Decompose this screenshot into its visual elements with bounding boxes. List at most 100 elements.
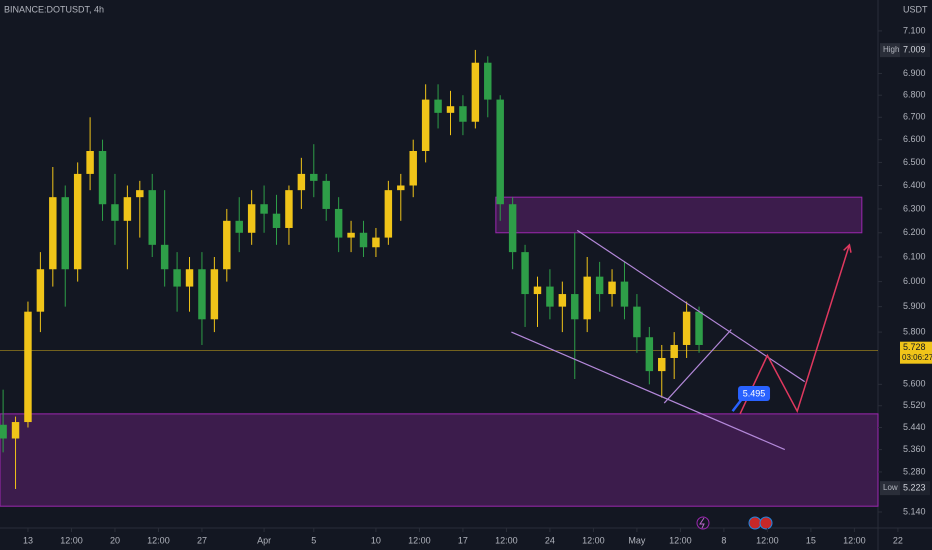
y-tick-label: 7.100 bbox=[903, 25, 926, 35]
x-tick-label: 22 bbox=[893, 535, 903, 545]
candle-body bbox=[409, 150, 417, 186]
projection-arrowhead bbox=[843, 243, 852, 253]
y-tick-label: 6.400 bbox=[903, 180, 926, 190]
candle-body bbox=[11, 422, 20, 439]
y-tick-label: 6.000 bbox=[903, 276, 926, 286]
candle-body bbox=[682, 311, 691, 345]
unit-label: USDT bbox=[903, 4, 928, 14]
candle-body bbox=[136, 190, 144, 198]
candle-body bbox=[98, 150, 107, 205]
x-tick-label: 12:00 bbox=[669, 535, 692, 545]
low-name-box bbox=[880, 481, 900, 496]
x-tick-label: 13 bbox=[23, 535, 33, 545]
x-tick-label: May bbox=[628, 535, 646, 545]
candle-body bbox=[61, 197, 69, 270]
candle-body bbox=[434, 99, 442, 113]
y-tick-label: 5.800 bbox=[903, 326, 926, 336]
y-tick-label: 5.140 bbox=[903, 506, 926, 516]
candle-body bbox=[198, 269, 206, 320]
y-tick-label: 5.520 bbox=[903, 400, 926, 410]
candle-body bbox=[608, 281, 616, 295]
candle-body bbox=[471, 62, 480, 122]
candle-body bbox=[372, 237, 380, 248]
candle-body bbox=[36, 269, 45, 312]
callout-label: 5.495 bbox=[743, 388, 766, 398]
x-tick-label: 8 bbox=[721, 535, 726, 545]
candle-body bbox=[359, 232, 368, 248]
x-tick-label: 17 bbox=[458, 535, 468, 545]
candle-body bbox=[260, 204, 268, 214]
candle-body bbox=[111, 204, 119, 221]
zone bbox=[0, 413, 879, 507]
x-tick-label: 20 bbox=[110, 535, 120, 545]
candle-body bbox=[521, 252, 529, 295]
candle-body bbox=[384, 190, 393, 238]
candle-body bbox=[397, 185, 405, 191]
candle-body bbox=[123, 197, 132, 221]
y-tick-label: 6.900 bbox=[903, 68, 926, 78]
y-tick-label: 5.600 bbox=[903, 379, 926, 389]
trend-line bbox=[511, 331, 786, 451]
candle-body bbox=[670, 344, 678, 358]
event-icon-bolt bbox=[699, 517, 705, 529]
candle-body bbox=[695, 311, 703, 345]
candle-body bbox=[421, 99, 430, 151]
x-tick-label: 12:00 bbox=[495, 535, 518, 545]
candle-body bbox=[446, 106, 455, 113]
low-price-box bbox=[900, 481, 930, 496]
callout-box bbox=[738, 386, 771, 402]
y-tick-label: 6.200 bbox=[903, 227, 926, 237]
candle-body bbox=[571, 294, 579, 320]
candle-body bbox=[620, 281, 629, 307]
y-tick-label: 6.700 bbox=[903, 112, 926, 122]
y-tick-label: 6.800 bbox=[903, 90, 926, 100]
x-tick-label: 12:00 bbox=[582, 535, 605, 545]
candle-body bbox=[297, 173, 306, 191]
high-name: High bbox=[883, 45, 899, 54]
candle-body bbox=[24, 311, 32, 423]
x-tick-label: 10 bbox=[371, 535, 381, 545]
trend-line bbox=[663, 329, 732, 404]
candle-body bbox=[322, 180, 330, 209]
candle-body bbox=[86, 150, 94, 174]
event-icon[interactable] bbox=[696, 516, 710, 530]
candle-body bbox=[508, 204, 517, 253]
chart-title: BINANCE:DOTUSDT, 4h bbox=[4, 4, 104, 14]
event-icons[interactable] bbox=[696, 516, 773, 530]
y-tick-label: 6.500 bbox=[903, 157, 926, 167]
x-tick-label: 12:00 bbox=[60, 535, 83, 545]
candle-body bbox=[558, 294, 567, 307]
candle-body bbox=[533, 286, 542, 295]
candle-body bbox=[160, 244, 169, 270]
candle-body bbox=[595, 276, 604, 295]
y-tick-label: 5.280 bbox=[903, 466, 926, 476]
x-tick-label: 27 bbox=[197, 535, 207, 545]
x-tick-label: 12:00 bbox=[147, 535, 170, 545]
x-tick-label: Apr bbox=[257, 535, 271, 545]
candle-body bbox=[496, 99, 504, 205]
x-tick-label: 12:00 bbox=[843, 535, 866, 545]
x-tick-label: 12:00 bbox=[408, 535, 431, 545]
candle-body bbox=[272, 213, 281, 228]
candle-body bbox=[173, 269, 181, 287]
x-tick-label: 5 bbox=[311, 535, 316, 545]
y-tick-label: 6.300 bbox=[903, 203, 926, 213]
y-tick-label: 5.360 bbox=[903, 444, 926, 454]
candle-body bbox=[658, 357, 666, 372]
event-icon[interactable] bbox=[748, 516, 762, 530]
candle-body bbox=[235, 220, 243, 233]
high-price: 7.009 bbox=[903, 45, 926, 55]
candle-body bbox=[347, 232, 355, 238]
y-tick-label: 5.900 bbox=[903, 301, 926, 311]
candle-body bbox=[49, 197, 57, 270]
event-icon[interactable] bbox=[759, 516, 773, 530]
x-tick-label: 12:00 bbox=[756, 535, 779, 545]
candle-body bbox=[583, 276, 591, 320]
low-name: Low bbox=[883, 483, 898, 492]
candle-body bbox=[223, 220, 231, 270]
zone bbox=[495, 196, 863, 234]
last-price-box bbox=[900, 341, 932, 364]
countdown: 03:06:27 bbox=[902, 353, 932, 362]
